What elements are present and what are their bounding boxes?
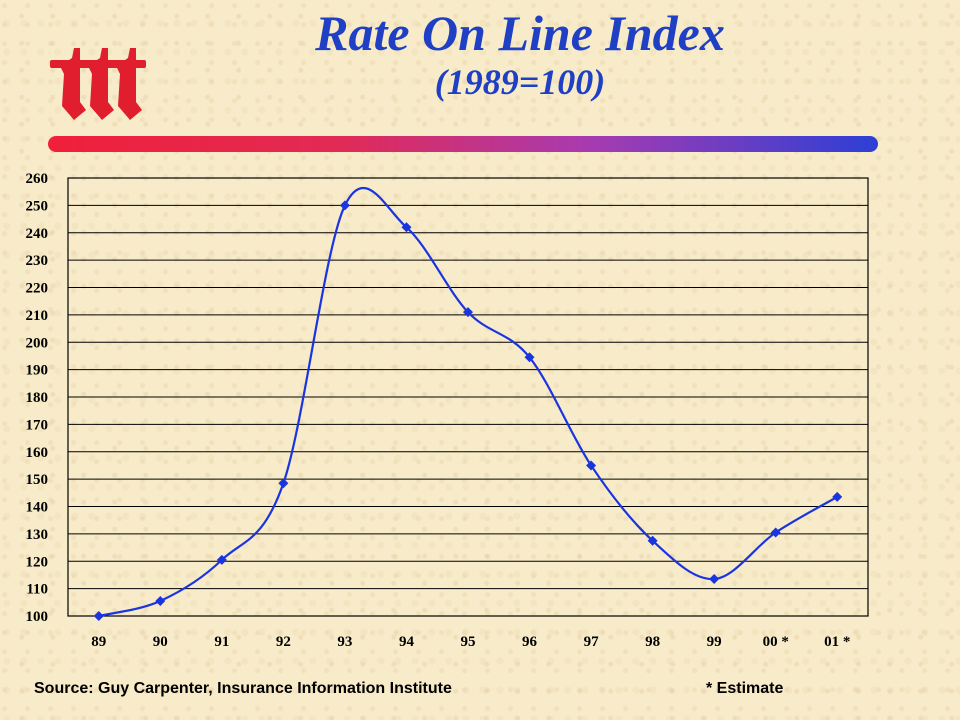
data-point-marker: [93, 611, 104, 621]
estimate-note: * Estimate: [706, 680, 784, 697]
y-tick-label: 120: [26, 554, 49, 570]
chart-subtitle: (1989=100): [434, 62, 606, 102]
y-tick-label: 240: [26, 226, 49, 242]
y-tick-label: 190: [26, 363, 49, 379]
x-tick-label: 90: [153, 634, 168, 650]
data-point-marker: [155, 595, 166, 606]
series-markers: [93, 200, 843, 621]
line-chart: 100 110 120 130 140 150 160 170 180 190 200 210 220 2…: [26, 171, 869, 650]
x-tick-label: 01 *: [824, 634, 850, 650]
y-tick-label: 180: [26, 390, 49, 406]
data-point-marker: [216, 554, 227, 565]
header-gradient-bar: [48, 136, 878, 152]
x-tick-label: 95: [461, 634, 476, 650]
x-tick-label: 92: [276, 634, 291, 650]
x-tick-label: 00 *: [763, 634, 789, 650]
x-tick-label: 98: [645, 634, 660, 650]
y-tick-label: 210: [26, 308, 49, 324]
y-tick-label: 170: [26, 417, 49, 433]
gridlines: [68, 177, 868, 617]
x-axis-ticks: 89 90 91 92 93 94 95 96 97 98 99 00 * 01 *: [91, 634, 850, 650]
data-point-marker: [586, 460, 597, 471]
y-tick-label: 130: [26, 527, 49, 543]
y-tick-label: 110: [26, 582, 48, 598]
data-point-marker: [647, 535, 658, 546]
data-point-marker: [401, 222, 412, 233]
y-tick-label: 250: [26, 198, 49, 214]
x-tick-label: 94: [399, 634, 415, 650]
iii-logo: [50, 48, 146, 120]
y-tick-label: 140: [26, 500, 49, 516]
x-tick-label: 93: [337, 634, 352, 650]
data-point-marker: [524, 352, 535, 363]
source-note: Source: Guy Carpenter, Insurance Informa…: [34, 680, 452, 697]
y-tick-label: 150: [26, 472, 49, 488]
chart-title: Rate On Line Index: [315, 5, 725, 61]
y-tick-label: 230: [26, 253, 49, 269]
data-point-marker: [770, 527, 781, 538]
x-tick-label: 89: [91, 634, 106, 650]
x-tick-label: 91: [214, 634, 229, 650]
y-tick-label: 160: [26, 445, 49, 461]
y-axis-ticks: 100 110 120 130 140 150 160 170 180 190 200 210 220 2…: [26, 171, 49, 625]
x-tick-label: 96: [522, 634, 538, 650]
data-point-marker: [463, 307, 473, 318]
x-tick-label: 99: [707, 634, 722, 650]
y-tick-label: 220: [26, 281, 49, 297]
plot-frame: [67, 177, 869, 617]
x-tick-label: 97: [584, 634, 600, 650]
data-point-marker: [278, 478, 289, 489]
data-point-marker: [339, 200, 350, 211]
y-tick-label: 260: [26, 171, 49, 187]
data-point-marker: [832, 491, 843, 502]
y-tick-label: 200: [26, 335, 49, 351]
y-tick-label: 100: [26, 609, 49, 625]
series-line: [98, 187, 838, 618]
data-point-marker: [709, 574, 720, 585]
